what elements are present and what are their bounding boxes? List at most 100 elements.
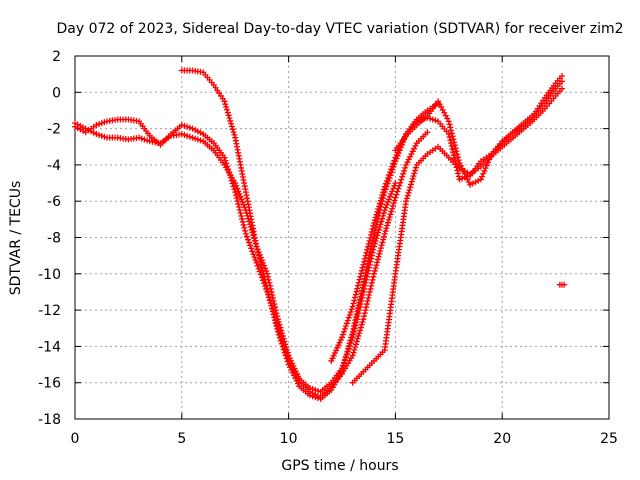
data-point [389,188,396,195]
data-point [261,276,268,283]
data-point [383,225,390,232]
data-point [233,195,240,202]
x-axis-label: GPS time / hours [281,458,398,474]
data-point [306,392,313,399]
data-point [345,314,352,321]
data-point [184,123,191,130]
data-point [240,221,247,228]
data-point [386,214,393,221]
data-point [368,279,375,286]
data-point [255,252,262,259]
data-point [235,188,242,195]
data-point [253,243,260,250]
data-point [144,137,151,144]
data-point [344,317,351,324]
data-point [389,202,396,209]
data-point [374,232,381,239]
data-point [223,103,230,110]
data-point [181,122,188,129]
data-point [455,170,462,177]
data-point [261,273,268,280]
data-point [352,317,359,324]
data-point [357,324,364,331]
data-point [350,325,357,332]
data-point [412,142,419,149]
data-point [283,355,290,362]
data-point [390,200,397,207]
data-point [409,148,416,155]
data-point [375,229,382,236]
data-point [355,332,362,339]
data-point [186,133,193,140]
data-point [274,328,281,335]
data-point [456,176,463,183]
series-outlier [556,281,568,288]
data-point [388,190,395,197]
data-point [339,365,346,372]
data-point [98,120,105,127]
data-point [445,118,452,125]
data-point [375,206,382,213]
data-point [361,258,368,265]
data-point [267,299,274,306]
x-tick-label: 10 [280,431,298,447]
data-point [459,175,466,182]
data-point [285,361,292,368]
data-point [340,363,347,370]
data-point [407,184,414,191]
data-point [369,225,376,232]
data-point [381,230,388,237]
data-point [227,117,234,124]
data-point [389,163,396,170]
data-point [385,216,392,223]
data-point [379,192,386,199]
data-point [391,157,398,164]
data-point [352,291,359,298]
data-point [482,165,489,172]
data-point [343,351,350,358]
data-point [255,249,262,256]
data-point [354,308,361,315]
data-point [373,262,380,269]
data-point [445,131,452,138]
data-point [378,194,385,201]
data-point [402,164,409,171]
data-point [359,318,366,325]
data-point [390,185,397,192]
data-point [385,219,392,226]
data-point [361,310,368,317]
data-point [353,311,360,318]
data-point [356,330,363,337]
data-point [559,85,566,92]
data-point [371,217,378,224]
data-point [487,153,494,160]
data-point [288,366,295,373]
data-point [371,219,378,226]
data-point [348,306,355,313]
data-point [232,192,239,199]
y-tick-label: -2 [47,122,61,138]
data-point [359,287,366,294]
data-point [223,106,230,113]
data-point [369,276,376,283]
data-point [371,240,378,247]
data-point [342,323,349,330]
data-point [351,294,358,301]
data-point [282,352,289,359]
data-point [356,299,363,306]
data-point [406,187,413,194]
data-point [481,167,488,174]
data-point [262,279,269,286]
data-point [314,395,321,402]
data-point [447,124,454,131]
data-point [362,252,369,259]
data-point [221,98,228,105]
data-point [357,273,364,280]
data-point [372,214,379,221]
data-point [384,174,391,181]
data-point [408,181,415,188]
data-point [448,127,455,134]
data-point [459,165,466,172]
data-point [259,267,266,274]
data-point [363,249,370,256]
